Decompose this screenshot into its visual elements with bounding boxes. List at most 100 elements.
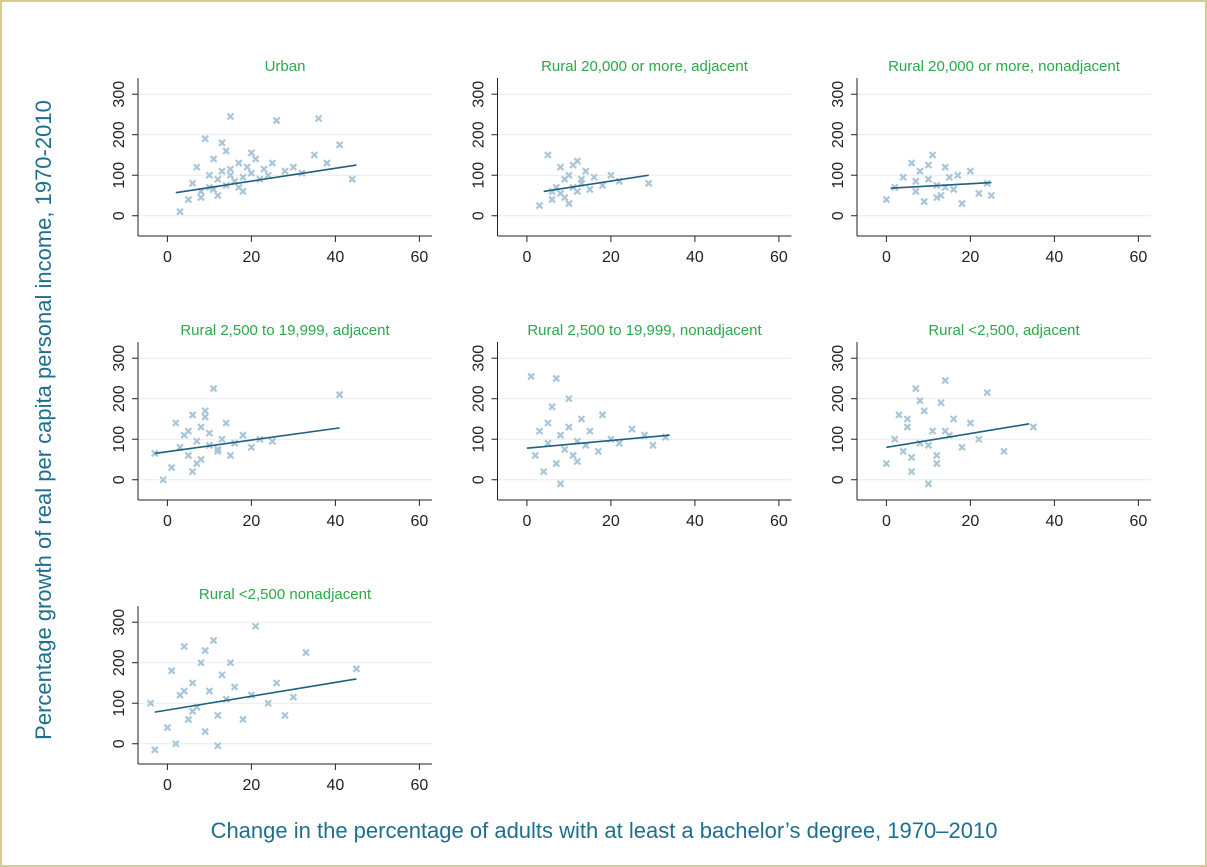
x-tick-label: 20 — [962, 249, 980, 266]
y-tick-label: 200 — [111, 385, 128, 412]
scatter-point — [899, 173, 907, 182]
scatter-point — [933, 459, 941, 468]
y-tick-label: 0 — [830, 475, 847, 484]
scatter-point — [560, 445, 569, 454]
scatter-point — [598, 411, 607, 419]
scatter-point — [607, 171, 615, 180]
panel-title: Rural 2,500 to 19,999, adjacent — [180, 322, 390, 339]
y-tick-label: 200 — [111, 121, 128, 148]
fit-line — [154, 427, 340, 455]
scatter-point — [920, 197, 928, 206]
scatter-point — [188, 411, 197, 419]
scatter-point — [348, 175, 356, 184]
scatter-point — [933, 193, 941, 202]
scatter-point — [247, 169, 256, 177]
scatter-point — [924, 161, 933, 169]
scatter-point — [907, 159, 916, 167]
x-tick-label: 0 — [522, 513, 531, 530]
y-tick-label: 0 — [111, 211, 128, 220]
scatter-point — [565, 171, 573, 180]
scatter-point — [281, 167, 289, 175]
y-tick-label: 200 — [471, 385, 488, 412]
scatter-point — [552, 459, 561, 468]
scatter-point — [565, 423, 573, 431]
scatter-point — [573, 187, 582, 196]
scatter-point — [912, 384, 920, 393]
scatter-point — [586, 185, 594, 194]
scatter-point — [226, 112, 235, 121]
scatter-point — [184, 195, 193, 204]
scatter-point — [912, 177, 920, 186]
scatter-point — [954, 171, 962, 180]
scatter-point — [937, 398, 945, 407]
scatter-point — [197, 658, 205, 667]
scatter-point — [214, 445, 222, 454]
scatter-point — [556, 480, 565, 488]
scatter-point — [949, 185, 958, 194]
scatter-point — [176, 207, 184, 216]
x-tick-label: 40 — [1046, 249, 1064, 266]
scatter-point — [188, 179, 197, 188]
x-tick-label: 60 — [770, 249, 788, 266]
x-tick-label: 20 — [243, 777, 261, 794]
scatter-point — [581, 167, 590, 175]
scatter-point — [314, 114, 323, 123]
y-tick-label: 300 — [830, 345, 847, 372]
scatter-point — [209, 384, 218, 393]
y-tick-label: 100 — [471, 162, 488, 189]
scatter-point — [159, 475, 167, 484]
x-tick-label: 20 — [243, 249, 261, 266]
scatter-point — [544, 151, 552, 159]
scatter-point — [201, 134, 209, 143]
y-tick-label: 300 — [111, 81, 128, 108]
scatter-point — [260, 165, 268, 173]
scatter-point — [264, 699, 272, 708]
fit-line — [886, 423, 1030, 449]
panel-title: Rural 2,500 to 19,999, nonadjacent — [527, 322, 762, 339]
x-tick-label: 40 — [327, 513, 345, 530]
scatter-point — [214, 175, 222, 184]
scatter-point — [895, 411, 903, 419]
y-tick-label: 300 — [471, 81, 488, 108]
scatter-point — [586, 427, 594, 435]
scatter-point — [247, 149, 256, 157]
scatter-point — [924, 441, 933, 450]
y-tick-label: 200 — [830, 385, 847, 412]
scatter-point — [209, 155, 218, 163]
scatter-point — [172, 419, 180, 427]
scatter-point — [214, 191, 222, 200]
scatter-point — [933, 451, 941, 460]
x-axis-label: Change in the percentage of adults with … — [211, 818, 998, 843]
scatter-point — [184, 715, 193, 724]
scatter-point — [205, 429, 214, 437]
scatter-point — [941, 163, 949, 171]
scatter-point — [983, 388, 991, 397]
x-tick-label: 20 — [602, 249, 620, 266]
y-tick-label: 200 — [830, 121, 847, 148]
scatter-point — [924, 175, 933, 184]
scatter-point — [945, 173, 954, 182]
scatter-point — [903, 423, 912, 431]
scatter-point — [882, 459, 891, 468]
scatter-point — [565, 199, 573, 208]
scatter-point — [226, 658, 235, 667]
scatter-point — [226, 165, 235, 173]
scatter-point — [565, 394, 573, 403]
scatter-point — [205, 687, 214, 695]
scatter-point — [544, 419, 552, 427]
scatter-point — [214, 711, 222, 720]
x-tick-label: 0 — [163, 249, 172, 266]
fit-line — [543, 174, 649, 193]
scatter-point — [230, 439, 239, 448]
scatter-point — [193, 437, 201, 446]
y-tick-label: 300 — [111, 345, 128, 372]
scatter-point — [569, 451, 577, 460]
scatter-point — [180, 687, 188, 695]
x-tick-label: 60 — [1130, 513, 1148, 530]
x-tick-label: 40 — [686, 249, 704, 266]
scatter-point — [184, 451, 193, 460]
scatter-point — [323, 159, 331, 167]
x-tick-label: 60 — [770, 513, 788, 530]
scatter-point — [167, 667, 176, 675]
